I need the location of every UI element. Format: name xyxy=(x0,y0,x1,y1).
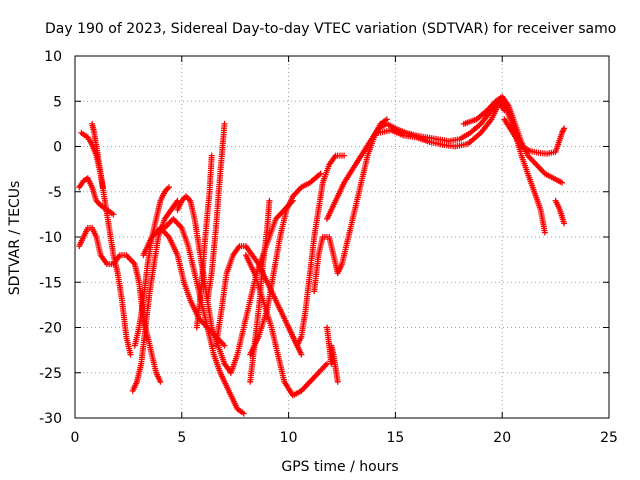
data-point-marker xyxy=(559,179,565,186)
data-point-marker xyxy=(317,170,324,177)
y-tick-label: -5 xyxy=(48,185,62,201)
data-point-marker xyxy=(328,360,335,367)
data-point-marker xyxy=(99,184,106,191)
data-point-marker xyxy=(208,152,215,159)
y-tick-label: 10 xyxy=(44,49,62,65)
data-point-marker xyxy=(561,125,568,132)
axis-ticks: 0 5 10 15 20 25 10 5 0 -5 -10 -15 -20 -25 -30 xyxy=(39,49,618,446)
data-point-marker xyxy=(110,211,117,218)
y-axis-label: SDTVAR / TECUs xyxy=(7,181,23,296)
series-track-w xyxy=(328,342,341,385)
series-track-b xyxy=(89,120,106,191)
chart-title: Day 190 of 2023, Sidereal Day-to-day VTE… xyxy=(45,21,616,37)
data-point-marker xyxy=(541,229,548,236)
grid-lines xyxy=(75,56,609,418)
x-tick-label: 25 xyxy=(600,430,618,446)
data-point-marker xyxy=(240,410,247,417)
y-tick-label: 0 xyxy=(53,140,62,156)
series-track-j xyxy=(204,120,228,304)
x-tick-label: 20 xyxy=(493,430,511,446)
data-point-marker xyxy=(266,197,273,204)
y-tick-label: -20 xyxy=(39,321,62,337)
y-tick-label: -25 xyxy=(39,366,62,382)
y-tick-label: -30 xyxy=(39,411,62,427)
series-track-r xyxy=(311,116,390,295)
series-track-i xyxy=(161,215,247,417)
y-tick-label: -10 xyxy=(39,230,62,246)
y-tick-label: 5 xyxy=(53,94,62,110)
series-track-v xyxy=(501,116,568,157)
data-point-marker xyxy=(157,378,164,385)
series-track-p xyxy=(285,152,348,349)
data-point-marker xyxy=(334,378,341,385)
data-point-marker xyxy=(561,220,568,227)
data-points xyxy=(76,93,568,417)
series-track-t xyxy=(375,98,548,236)
x-tick-label: 5 xyxy=(177,430,186,446)
x-tick-label: 10 xyxy=(280,430,298,446)
series-track-x xyxy=(324,324,335,367)
x-axis-label: GPS time / hours xyxy=(281,459,398,475)
data-point-marker xyxy=(341,152,348,159)
data-point-marker xyxy=(298,351,305,358)
series-track-c xyxy=(76,175,117,218)
x-tick-label: 0 xyxy=(71,430,80,446)
series-track-q xyxy=(247,197,273,385)
data-point-marker xyxy=(221,342,228,349)
x-tick-label: 15 xyxy=(386,430,404,446)
data-point-marker xyxy=(221,120,228,127)
series-track-d xyxy=(76,224,164,385)
series-track-o xyxy=(242,252,330,399)
y-tick-label: -15 xyxy=(39,275,62,291)
series-track-k xyxy=(193,152,215,331)
data-point-marker xyxy=(127,351,134,358)
series-track-u xyxy=(460,93,565,186)
data-point-marker xyxy=(166,184,172,191)
series-track-y xyxy=(552,197,568,227)
series-track-a xyxy=(78,129,134,358)
